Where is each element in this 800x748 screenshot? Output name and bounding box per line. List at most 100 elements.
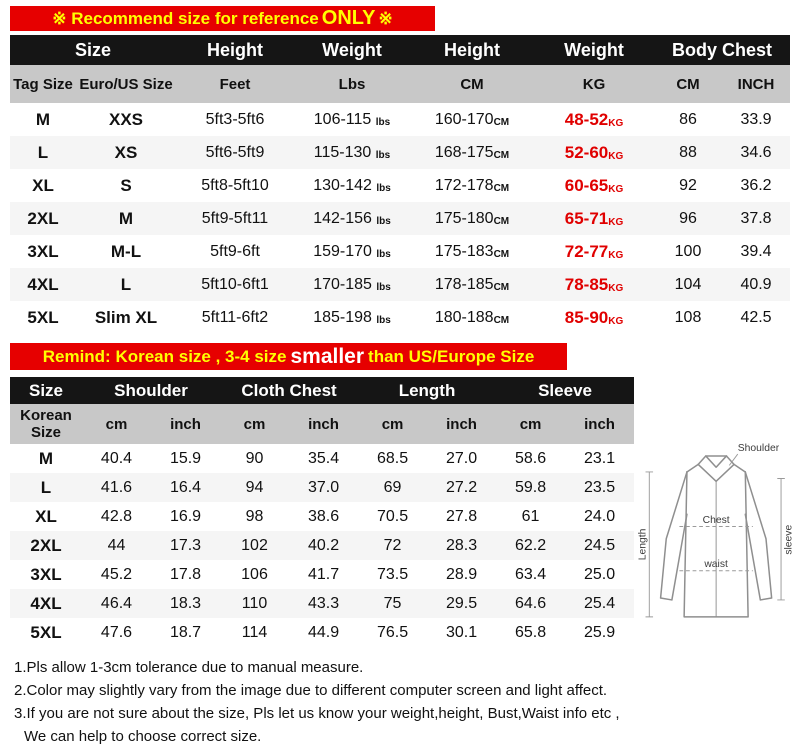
measure-cell: 17.3 bbox=[169, 536, 202, 554]
measure-cell: 41.6 bbox=[100, 478, 133, 496]
header-length: Length bbox=[358, 377, 497, 404]
body-chest-cm-cell: 96 bbox=[679, 209, 697, 227]
body-chest-inch-cell: 40.9 bbox=[740, 275, 772, 293]
measure-cell: 18.3 bbox=[169, 594, 202, 612]
measure-cell: 18.7 bbox=[169, 623, 202, 641]
top-banner: ※ Recommend size for reference ONLY ※ bbox=[10, 6, 435, 31]
remind-banner-prefix: Remind: Korean size , 3-4 size bbox=[42, 346, 287, 366]
measure-cell: 25.0 bbox=[583, 565, 616, 583]
measure-cell: 17.8 bbox=[169, 565, 202, 583]
measure-cell: 24.0 bbox=[583, 507, 616, 525]
body-chest-cm-cell: 108 bbox=[674, 308, 702, 326]
measure-cell: 110 bbox=[241, 594, 268, 612]
header-size: Size bbox=[10, 35, 176, 65]
subheader-lbs: Lbs bbox=[294, 65, 410, 103]
body-chest-cm-cell: 104 bbox=[674, 275, 702, 293]
euro-us-size-cell: M bbox=[118, 208, 134, 228]
measure-cell: 16.9 bbox=[169, 507, 202, 525]
body-chest-cm-cell: 100 bbox=[674, 242, 702, 260]
measure-cell: 73.5 bbox=[376, 565, 409, 583]
diagram-sleeve-label: sleeve bbox=[783, 525, 794, 555]
measure-cell: 40.4 bbox=[100, 449, 133, 467]
korean-size-row: 2XL 44 17.3 102 40.2 72 28.3 62.2 24.5 bbox=[10, 531, 635, 560]
korean-size-cell: XL bbox=[35, 506, 57, 526]
garment-measure-diagram: Shoulder Chest waist Length sleeve bbox=[638, 443, 794, 618]
euro-us-size-cell: XS bbox=[114, 142, 138, 162]
measure-cell: 114 bbox=[241, 623, 268, 641]
measure-cell: 46.4 bbox=[100, 594, 133, 612]
weight-kg-cell: 78-85KG bbox=[564, 274, 624, 294]
subheader-korean-size: Korean Size bbox=[10, 404, 82, 444]
sleeve-measure-line bbox=[777, 478, 785, 601]
weight-lbs-cell: 185-198 lbs bbox=[313, 308, 391, 326]
height-cm-cell: 180-188CM bbox=[434, 308, 510, 326]
us-size-row: M XXS 5ft3-5ft6 106-115 lbs 160-170CM 48-52KG… bbox=[10, 103, 790, 136]
subheader-euro-us-size: Euro/US Size bbox=[76, 65, 176, 103]
measure-cell: 61 bbox=[521, 507, 540, 525]
weight-lbs-cell: 106-115 lbs bbox=[313, 110, 391, 128]
height-cm-cell: 160-170CM bbox=[434, 110, 510, 128]
euro-us-size-cell: Slim XL bbox=[94, 307, 158, 327]
euro-us-size-cell: M-L bbox=[110, 241, 142, 261]
measure-cell: 45.2 bbox=[100, 565, 133, 583]
measure-cell: 44 bbox=[107, 536, 126, 554]
measure-cell: 102 bbox=[241, 536, 268, 554]
header-shoulder: Shoulder bbox=[82, 377, 221, 404]
measure-cell: 106 bbox=[241, 565, 268, 583]
korean-size-row: 3XL 45.2 17.8 106 41.7 73.5 28.9 63.4 25.0 bbox=[10, 560, 634, 589]
measure-cell: 43.3 bbox=[307, 594, 340, 612]
korean-size-row: XL 42.8 16.9 98 38.6 70.5 27.8 61 24.0 bbox=[10, 502, 634, 531]
garment-diagram-wrap: Shoulder Chest waist Length sleeve bbox=[638, 439, 798, 647]
measure-cell: 90 bbox=[245, 449, 264, 467]
weight-lbs-cell: 159-170 lbs bbox=[313, 242, 391, 260]
korean-size-table-body: M 40.4 15.9 90 35.4 68.5 27.0 58.6 23.1 L 41.6 16.4… bbox=[10, 444, 635, 647]
body-chest-cm-cell: 88 bbox=[679, 143, 697, 161]
subheader-chest-cm: CM bbox=[654, 65, 722, 103]
euro-us-size-cell: L bbox=[120, 274, 132, 294]
collar-outline bbox=[697, 455, 735, 466]
measure-cell: 25.4 bbox=[583, 594, 616, 612]
shoulder-lines bbox=[686, 463, 747, 473]
measure-cell: 28.3 bbox=[445, 536, 478, 554]
subheader-chest-inch: INCH bbox=[722, 65, 791, 103]
measure-cell: 28.9 bbox=[445, 565, 478, 583]
top-banner-suffix: ※ bbox=[378, 8, 393, 28]
height-feet-cell: 5ft8-5ft10 bbox=[201, 176, 269, 194]
us-size-header-row: Size Height Weight Height Weight Body Ch… bbox=[10, 35, 791, 65]
subheader-sleeve-inch: inch bbox=[565, 404, 635, 444]
body-chest-inch-cell: 37.8 bbox=[740, 209, 772, 227]
left-sleeve-outline bbox=[659, 471, 688, 601]
korean-size-cell: 3XL bbox=[30, 564, 62, 584]
remind-banner-suffix: than US/Europe Size bbox=[368, 346, 535, 366]
note-line-4: We can help to choose correct size. bbox=[24, 728, 262, 745]
height-cm-cell: 175-180CM bbox=[434, 209, 510, 227]
tag-size-cell: 5XL bbox=[27, 307, 59, 327]
measure-cell: 27.0 bbox=[445, 449, 478, 467]
subheader-tag-size: Tag Size bbox=[10, 65, 76, 103]
header-body-chest: Body Chest bbox=[654, 35, 791, 65]
body-chest-inch-cell: 42.5 bbox=[740, 308, 772, 326]
remind-banner-emphasis: smaller bbox=[290, 344, 365, 368]
us-size-row: 2XL M 5ft9-5ft11 142-156 lbs 175-180CM 65-71K… bbox=[10, 202, 791, 235]
measure-cell: 63.4 bbox=[514, 565, 547, 583]
korean-size-subheader-row: Korean Size cm inch cm inch cm inch cm i… bbox=[10, 404, 635, 444]
subheader-shoulder-cm: cm bbox=[82, 404, 151, 444]
subheader-length-inch: inch bbox=[427, 404, 497, 444]
body-chest-inch-cell: 39.4 bbox=[740, 242, 772, 260]
us-size-subheader-row: Tag Size Euro/US Size Feet Lbs CM KG CM … bbox=[10, 65, 791, 103]
height-cm-cell: 168-175CM bbox=[434, 143, 510, 161]
korean-size-row: 4XL 46.4 18.3 110 43.3 75 29.5 64.6 25.4 bbox=[10, 589, 635, 618]
weight-lbs-cell: 115-130 lbs bbox=[313, 143, 391, 161]
tag-size-cell: M bbox=[35, 109, 51, 129]
korean-size-cell: 5XL bbox=[30, 622, 62, 642]
us-size-row: 4XL L 5ft10-6ft1 170-185 lbs 178-185CM 78-85K… bbox=[10, 268, 791, 301]
us-size-table-body: M XXS 5ft3-5ft6 106-115 lbs 160-170CM 48-52KG… bbox=[10, 103, 791, 334]
collar-inner bbox=[705, 455, 728, 468]
korean-size-header-row: Size Shoulder Cloth Chest Length Sleeve bbox=[10, 377, 635, 404]
top-banner-emphasis: ONLY bbox=[321, 7, 376, 29]
body-chest-inch-cell: 36.2 bbox=[740, 176, 772, 194]
height-feet-cell: 5ft9-6ft bbox=[210, 242, 260, 260]
euro-us-size-cell: S bbox=[120, 175, 132, 195]
measure-cell: 98 bbox=[245, 507, 264, 525]
